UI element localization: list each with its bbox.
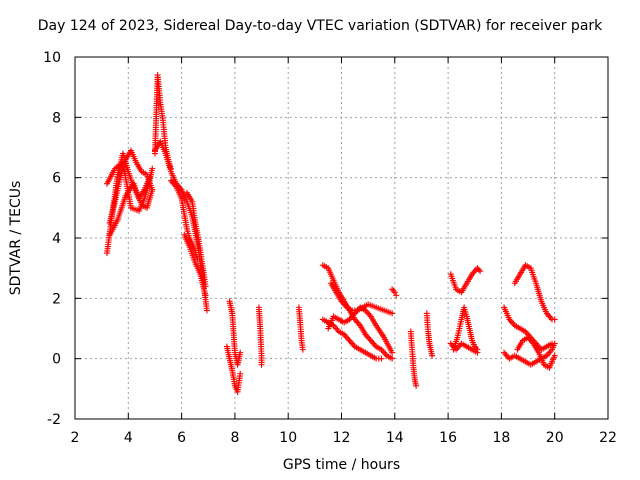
data-points (103, 72, 558, 395)
x-tick-label: 8 (230, 430, 239, 446)
data-point (477, 268, 484, 275)
x-tick-label: 2 (71, 430, 80, 446)
series-arc-g (183, 189, 209, 290)
series-arc-15 (423, 310, 436, 359)
series-arc-f (167, 177, 201, 263)
data-point (413, 382, 420, 389)
x-tick-label: 20 (546, 430, 564, 446)
x-tick-label: 10 (279, 430, 297, 446)
series-arc-11d (327, 280, 396, 317)
data-point (237, 349, 244, 356)
series-arc-8a (223, 343, 244, 395)
data-point (354, 319, 361, 326)
data-point (389, 355, 396, 362)
data-point (429, 352, 436, 359)
x-tick-label: 4 (124, 430, 133, 446)
series-arc-d (106, 180, 156, 238)
data-point (502, 351, 509, 358)
series-arc-18d (514, 334, 558, 371)
series-arc-14b (407, 328, 420, 389)
data-point (551, 340, 558, 347)
data-point (474, 265, 481, 272)
chart-title: Day 124 of 2023, Sidereal Day-to-day VTE… (37, 18, 603, 34)
x-axis-label: GPS time / hours (282, 457, 401, 473)
data-point (299, 346, 306, 353)
series-arc-peak (151, 72, 174, 172)
x-tick-label: 22 (599, 430, 617, 446)
data-point (149, 165, 156, 172)
data-point (389, 349, 396, 356)
data-point (551, 316, 558, 323)
data-point (475, 266, 482, 273)
y-tick-label: -2 (47, 412, 61, 428)
data-point (546, 349, 553, 356)
data-point (378, 355, 385, 362)
data-point (389, 286, 396, 293)
data-point (393, 292, 400, 299)
y-tick-label: 2 (52, 291, 61, 307)
series-arc-c (103, 159, 156, 214)
series-arc-18b (511, 262, 558, 323)
data-point (202, 292, 209, 299)
data-point (551, 352, 558, 359)
x-tick-label: 14 (386, 430, 404, 446)
y-tick-label: 0 (52, 352, 61, 368)
data-point (369, 339, 376, 346)
data-point (501, 349, 508, 356)
data-point (389, 310, 396, 317)
data-point (471, 268, 478, 275)
y-tick-label: 10 (43, 50, 61, 66)
series-arc-9 (255, 304, 265, 368)
data-point (258, 361, 265, 368)
data-point (381, 349, 388, 356)
series-arc-10a (295, 304, 306, 353)
y-tick-label: 6 (52, 171, 61, 187)
data-point (343, 334, 350, 341)
data-point (474, 346, 481, 353)
axes (74, 56, 609, 420)
y-tick-label: 8 (52, 110, 61, 126)
data-point (203, 307, 210, 314)
data-point (365, 310, 372, 317)
series-arc-h (181, 231, 209, 299)
data-point (346, 337, 353, 344)
x-tick-label: 12 (333, 430, 351, 446)
series-arc-8b (226, 298, 244, 368)
data-point (391, 289, 398, 296)
data-point (365, 334, 372, 341)
data-point (546, 313, 553, 320)
x-tick-labels: 2 4 6 8 10 12 14 16 18 20 22 (71, 430, 617, 446)
y-tick-label: 4 (52, 231, 61, 247)
x-tick-label: 6 (177, 430, 186, 446)
data-point (333, 325, 340, 332)
series-arc-16c (450, 304, 481, 353)
data-point (367, 337, 374, 344)
y-tick-labels: -2 0 2 4 6 8 10 (43, 50, 61, 428)
series-arc-16a (447, 265, 484, 296)
data-point (509, 319, 516, 326)
series-arc-14a (389, 286, 400, 299)
x-tick-label: 16 (439, 430, 457, 446)
data-point (149, 186, 156, 193)
data-point (390, 287, 397, 294)
data-point (349, 340, 356, 347)
plot-frame (74, 56, 609, 420)
data-point (366, 336, 373, 343)
data-point (526, 336, 533, 343)
data-point (547, 314, 554, 321)
series-arc-11b (319, 316, 385, 362)
data-point (347, 339, 354, 346)
x-tick-label: 18 (492, 430, 510, 446)
y-axis-label: SDTVAR / TECUs (8, 180, 24, 296)
data-point (237, 370, 244, 377)
data-point (345, 336, 352, 343)
data-point (370, 340, 377, 347)
